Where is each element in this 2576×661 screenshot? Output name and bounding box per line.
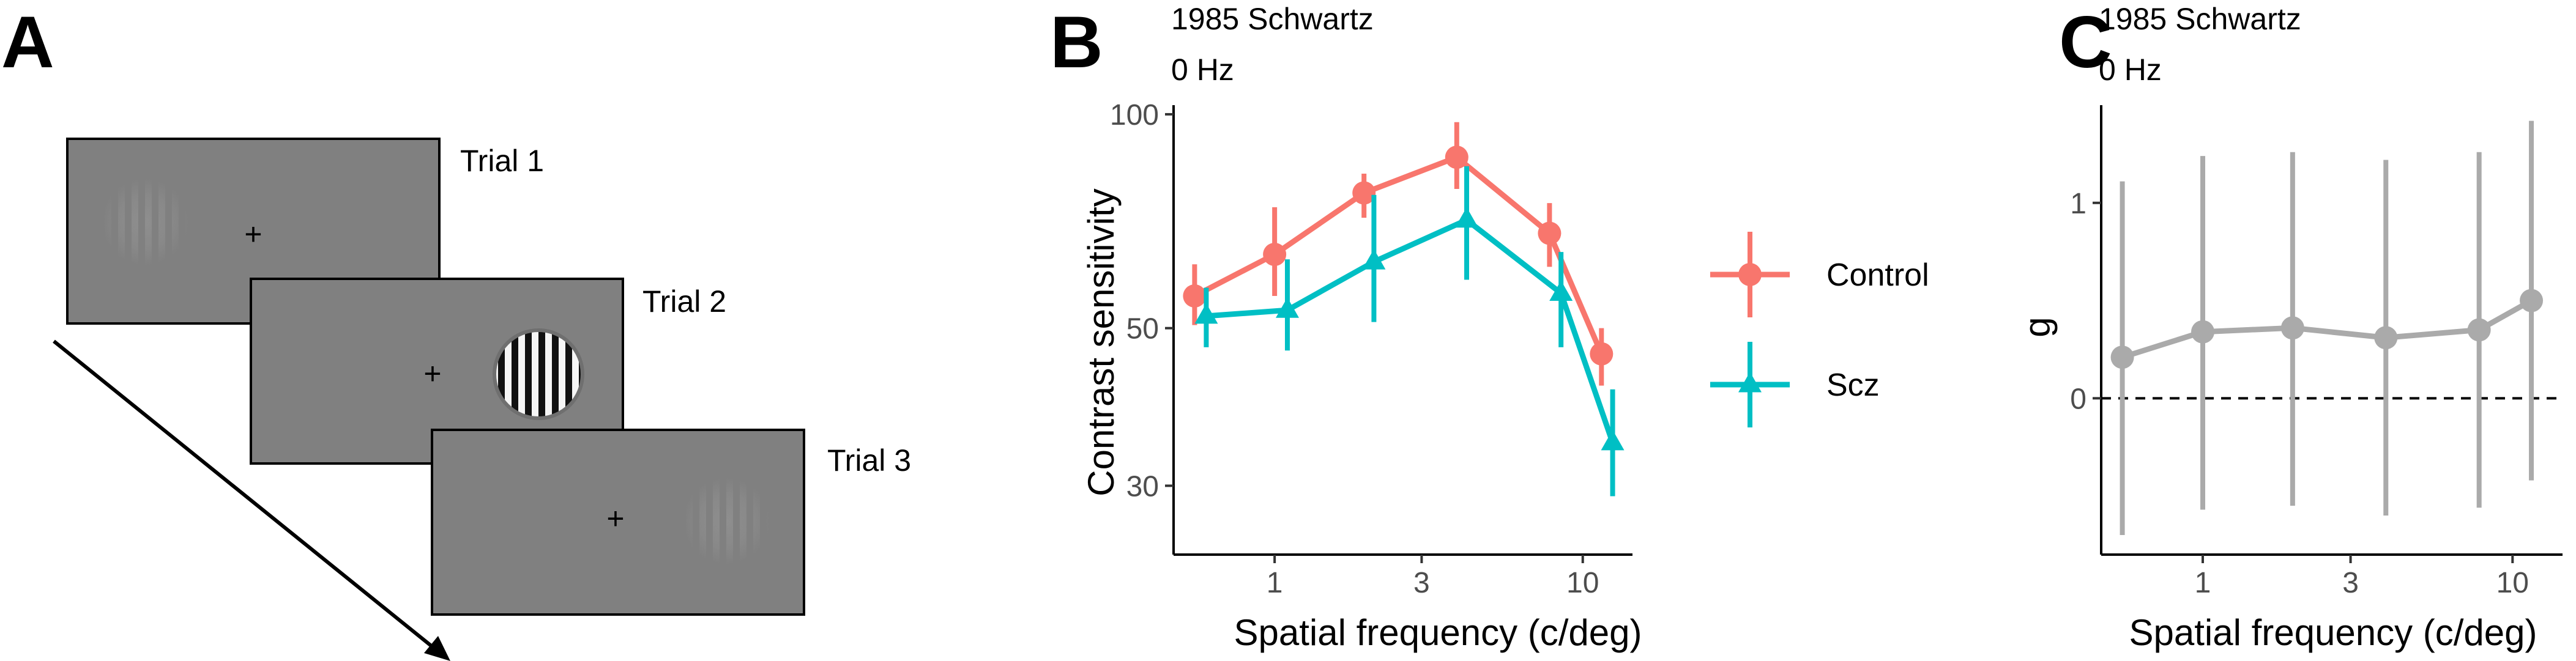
chart-b-data-point <box>1194 303 1218 324</box>
chart-b-data-point <box>1362 249 1386 270</box>
trial-1-fixation: + <box>244 217 262 251</box>
trial-2-fixation: + <box>423 356 441 391</box>
time-arrow-head <box>424 636 450 661</box>
trial-3-fixation: + <box>606 501 624 536</box>
chart-c-x-tick-label: 1 <box>2195 567 2211 599</box>
time-arrow <box>53 339 437 651</box>
panel-label-b: B <box>1050 1 1103 83</box>
chart-b-legend: Control Scz <box>1710 232 1929 427</box>
chart-c-data-point <box>2467 318 2491 342</box>
chart-b-ylabel: Contrast sensitivity <box>1081 188 1122 497</box>
chart-c-data-point <box>2374 326 2398 350</box>
panel-b-chart: B 1985 Schwartz 0 Hz Contrast sensitivit… <box>1050 1 1929 653</box>
chart-b-y-tick-label: 50 <box>1126 313 1159 345</box>
chart-c-plot-area: 1 3 10 0 1 <box>2070 105 2563 599</box>
chart-b-data-point <box>1445 146 1469 169</box>
chart-b-xlabel: Spatial frequency (c/deg) <box>1234 612 1642 653</box>
chart-b-series-line-1 <box>1206 217 1615 444</box>
chart-c-xlabel: Spatial frequency (c/deg) <box>2129 612 2537 653</box>
legend-label: Scz <box>1826 367 1880 403</box>
chart-b-data-point <box>1263 243 1287 267</box>
legend-key-marker <box>1738 372 1762 393</box>
chart-b-data-point <box>1590 342 1614 366</box>
legend-key-marker <box>1738 263 1762 286</box>
chart-b-x-tick-label: 1 <box>1267 567 1283 599</box>
chart-b-x-tick-label: 3 <box>1413 567 1430 599</box>
panel-label-c: C <box>2059 1 2112 83</box>
chart-c-subtitle: 0 Hz <box>2099 53 2162 87</box>
legend-label: Control <box>1826 257 1929 293</box>
chart-b-data-point <box>1455 207 1479 228</box>
chart-b-x-tick-label: 10 <box>1566 567 1599 599</box>
chart-c-y-tick-label: 0 <box>2070 383 2086 415</box>
chart-b-plot-area: 1 3 10 30 50 100 <box>1110 99 1632 599</box>
chart-b-data-point <box>1538 221 1562 245</box>
chart-c-x-tick-label: 10 <box>2496 567 2529 599</box>
chart-c-data-point <box>2191 320 2215 344</box>
chart-c-x-tick-label: 3 <box>2342 567 2359 599</box>
chart-c-data-point <box>2280 316 2304 340</box>
chart-c-data-point <box>2520 289 2544 312</box>
panel-c-chart: C 1985 Schwartz 0 Hz g Spatial frequency… <box>2017 1 2563 653</box>
trial-2-label: Trial 2 <box>642 284 726 319</box>
chart-b-title: 1985 Schwartz <box>1171 2 1374 36</box>
trial-1-label: Trial 1 <box>460 144 544 178</box>
chart-b-y-tick-label: 100 <box>1110 99 1159 131</box>
trial-3-label: Trial 3 <box>827 443 911 478</box>
chart-b-data-point <box>1352 181 1376 205</box>
chart-c-ylabel: g <box>2017 317 2058 337</box>
chart-b-data-point <box>1275 297 1299 318</box>
chart-b-y-tick-label: 30 <box>1126 470 1159 503</box>
chart-b-data-point <box>1601 429 1625 451</box>
chart-c-title: 1985 Schwartz <box>2099 2 2301 36</box>
chart-b-data-point <box>1549 280 1573 301</box>
chart-c-data-point <box>2110 345 2134 369</box>
chart-c-y-tick-label: 1 <box>2070 188 2086 220</box>
trial-3-gabor <box>677 472 775 570</box>
trial-1-gabor <box>96 173 194 271</box>
panel-a-schematic: A <box>1 1 911 661</box>
panel-label-a: A <box>1 1 54 83</box>
chart-b-data-point <box>1183 284 1207 308</box>
chart-b-subtitle: 0 Hz <box>1171 53 1234 87</box>
chart-b-series-line-0 <box>1193 154 1604 355</box>
